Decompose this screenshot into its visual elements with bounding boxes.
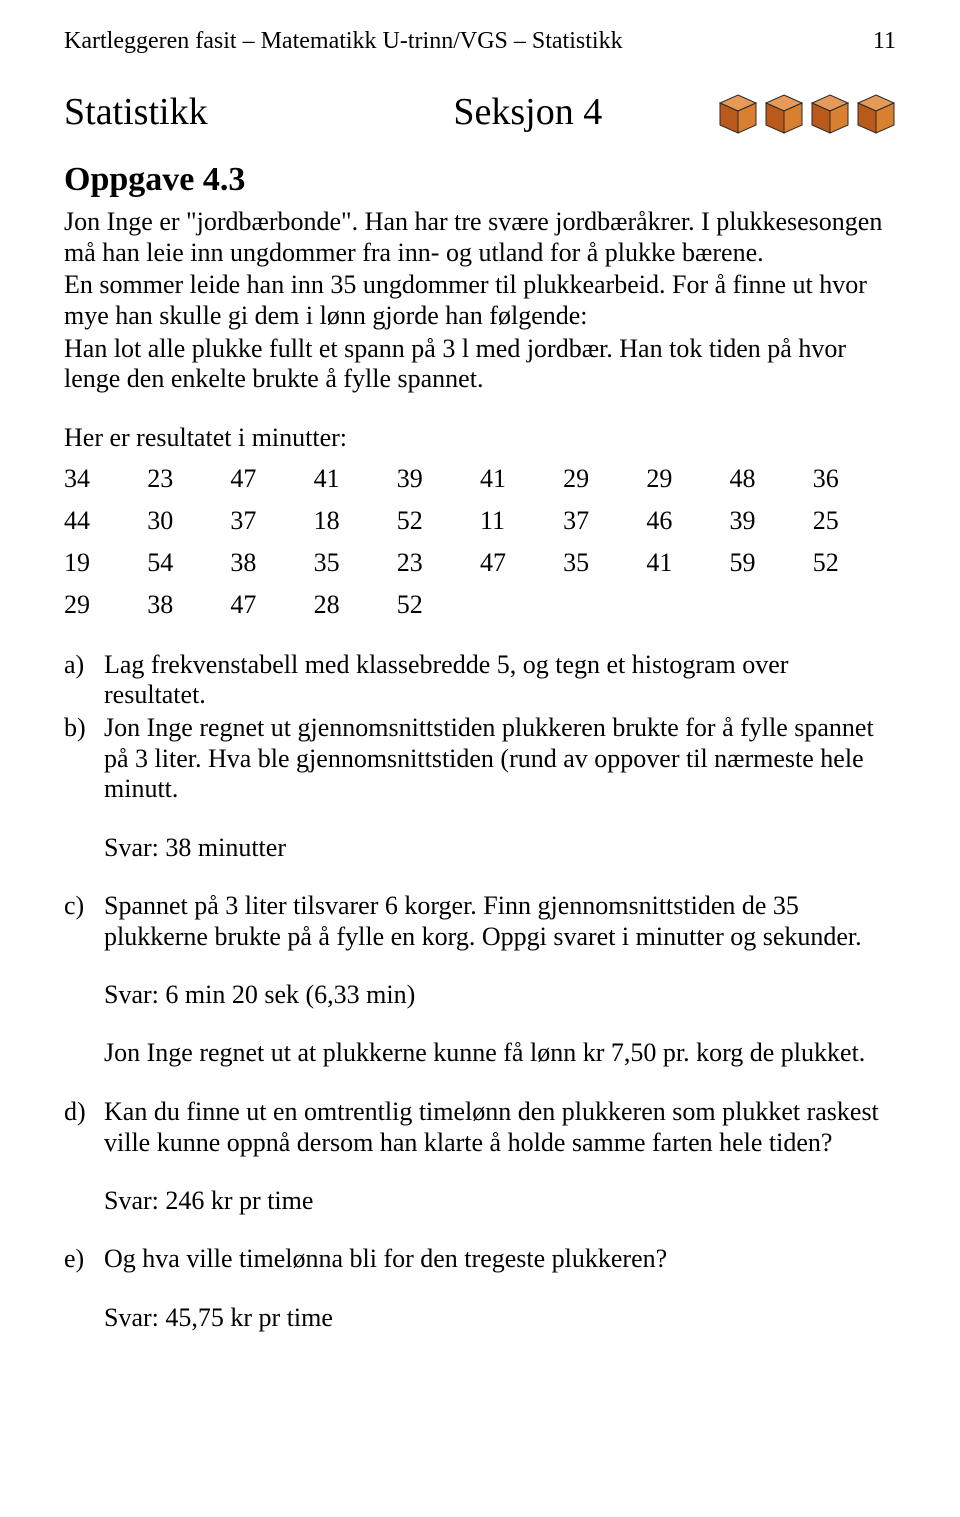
- table-cell: 37: [563, 500, 646, 542]
- intro-p2: En sommer leide han inn 35 ungdommer til…: [64, 270, 896, 331]
- cube-icon: [810, 93, 850, 135]
- answer-c: Svar: 6 min 20 sek (6,33 min): [104, 980, 896, 1010]
- table-cell: 47: [230, 584, 313, 626]
- intro-block: Jon Inge er "jordbærbonde". Han har tre …: [64, 207, 896, 454]
- table-cell: 38: [147, 584, 230, 626]
- table-cell: [730, 584, 813, 626]
- marker-d: d): [64, 1097, 104, 1158]
- table-row: 19543835234735415952: [64, 542, 896, 584]
- question-e-text: Og hva ville timelønna bli for den trege…: [104, 1244, 896, 1275]
- table-cell: 41: [646, 542, 729, 584]
- page-number: 11: [873, 28, 896, 55]
- table-cell: 23: [147, 458, 230, 500]
- table-cell: 39: [730, 500, 813, 542]
- table-cell: 41: [480, 458, 563, 500]
- table-cell: 46: [646, 500, 729, 542]
- question-c-text: Spannet på 3 liter tilsvarer 6 korger. F…: [104, 891, 896, 952]
- page: Kartleggeren fasit – Matematikk U-trinn/…: [0, 0, 960, 1517]
- table-cell: 25: [813, 500, 896, 542]
- table-row: 2938472852: [64, 584, 896, 626]
- question-d: d) Kan du finne ut en omtrentlig timeløn…: [64, 1097, 896, 1158]
- table-cell: 48: [730, 458, 813, 500]
- question-list: a) Lag frekvenstabell med klassebredde 5…: [64, 650, 896, 805]
- table-cell: [480, 584, 563, 626]
- header-left: Kartleggeren fasit – Matematikk U-trinn/…: [64, 28, 623, 55]
- table-cell: 34: [64, 458, 147, 500]
- difficulty-cubes: [718, 93, 896, 135]
- table-cell: [813, 584, 896, 626]
- table-cell: 18: [314, 500, 397, 542]
- table-cell: 41: [314, 458, 397, 500]
- cube-icon: [764, 93, 804, 135]
- table-cell: 59: [730, 542, 813, 584]
- answer-e: Svar: 45,75 kr pr time: [104, 1303, 896, 1333]
- table-cell: 39: [397, 458, 480, 500]
- table-cell: 30: [147, 500, 230, 542]
- question-a-text: Lag frekvenstabell med klassebredde 5, o…: [104, 650, 896, 711]
- table-cell: 47: [480, 542, 563, 584]
- table-cell: 37: [230, 500, 313, 542]
- data-table: 3423474139412929483644303718521137463925…: [64, 458, 896, 626]
- intro-p3: Han lot alle plukke fullt et spann på 3 …: [64, 334, 896, 395]
- table-cell: [646, 584, 729, 626]
- intro-p4: Her er resultatet i minutter:: [64, 423, 896, 454]
- table-cell: 35: [563, 542, 646, 584]
- table-cell: 23: [397, 542, 480, 584]
- question-b: b) Jon Inge regnet ut gjennomsnittstiden…: [64, 713, 896, 805]
- table-cell: 47: [230, 458, 313, 500]
- intro-p1: Jon Inge er "jordbærbonde". Han har tre …: [64, 207, 896, 268]
- question-c: c) Spannet på 3 liter tilsvarer 6 korger…: [64, 891, 896, 952]
- table-cell: 29: [646, 458, 729, 500]
- question-d-text: Kan du finne ut en omtrentlig timelønn d…: [104, 1097, 896, 1158]
- cube-icon: [718, 93, 758, 135]
- subject-title: Statistikk: [64, 90, 208, 134]
- table-cell: 38: [230, 542, 313, 584]
- marker-a: a): [64, 650, 104, 711]
- answer-d: Svar: 246 kr pr time: [104, 1186, 896, 1216]
- table-cell: 28: [314, 584, 397, 626]
- table-cell: 29: [563, 458, 646, 500]
- question-list-c: c) Spannet på 3 liter tilsvarer 6 korger…: [64, 891, 896, 952]
- table-row: 34234741394129294836: [64, 458, 896, 500]
- table-cell: 52: [397, 500, 480, 542]
- table-cell: 35: [314, 542, 397, 584]
- cube-icon: [856, 93, 896, 135]
- marker-b: b): [64, 713, 104, 805]
- question-e: e) Og hva ville timelønna bli for den tr…: [64, 1244, 896, 1275]
- section-title: Seksjon 4: [453, 90, 602, 134]
- answer-b: Svar: 38 minutter: [104, 833, 896, 863]
- table-row: 44303718521137463925: [64, 500, 896, 542]
- question-list-e: e) Og hva ville timelønna bli for den tr…: [64, 1244, 896, 1275]
- question-a: a) Lag frekvenstabell med klassebredde 5…: [64, 650, 896, 711]
- table-cell: 52: [813, 542, 896, 584]
- table-cell: 52: [397, 584, 480, 626]
- table-cell: 54: [147, 542, 230, 584]
- question-b-text: Jon Inge regnet ut gjennomsnittstiden pl…: [104, 713, 896, 805]
- question-list-d: d) Kan du finne ut en omtrentlig timeløn…: [64, 1097, 896, 1158]
- table-cell: 19: [64, 542, 147, 584]
- table-cell: 36: [813, 458, 896, 500]
- table-cell: 44: [64, 500, 147, 542]
- task-number: Oppgave 4.3: [64, 161, 896, 199]
- after-c-text: Jon Inge regnet ut at plukkerne kunne få…: [104, 1038, 896, 1069]
- marker-c: c): [64, 891, 104, 952]
- header-line: Kartleggeren fasit – Matematikk U-trinn/…: [64, 28, 896, 55]
- table-cell: [563, 584, 646, 626]
- table-cell: 11: [480, 500, 563, 542]
- title-row: Statistikk Seksjon 4: [64, 89, 896, 135]
- table-cell: 29: [64, 584, 147, 626]
- marker-e: e): [64, 1244, 104, 1275]
